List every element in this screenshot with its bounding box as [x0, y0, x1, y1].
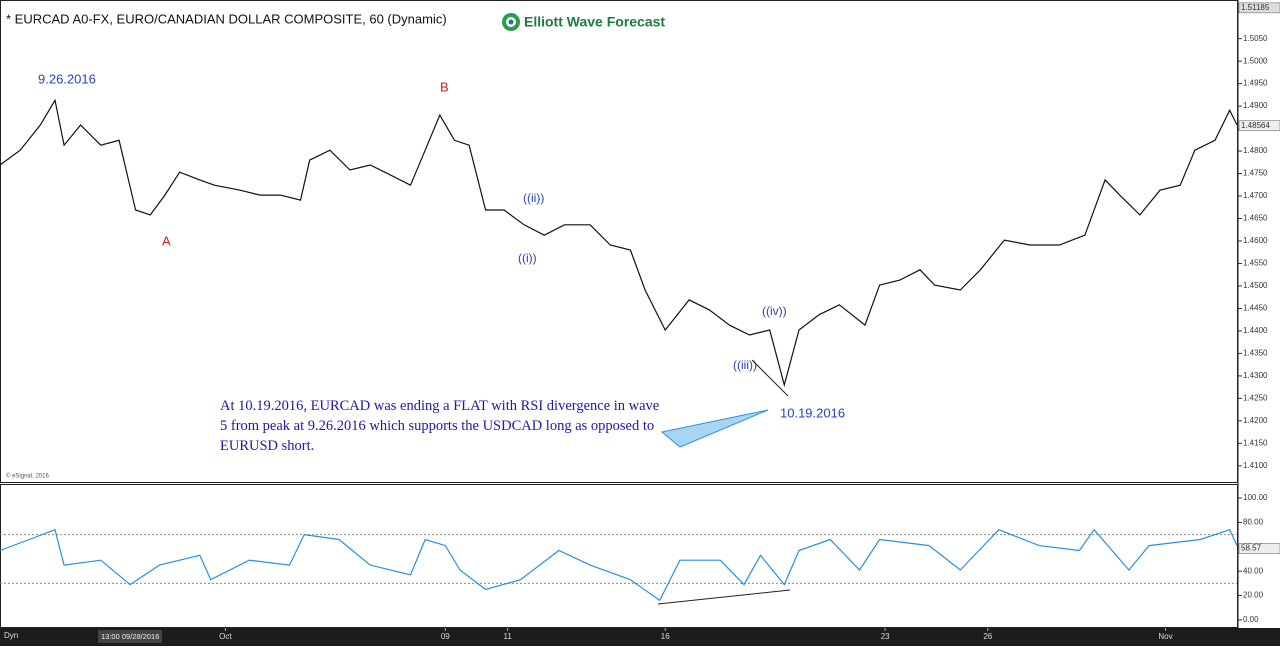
y-tick-label: 1.4650: [1243, 214, 1268, 223]
y-tick-label: 1.4200: [1243, 416, 1268, 425]
interval-label: Dyn: [4, 631, 18, 640]
y-tick-label: 1.4300: [1243, 371, 1268, 380]
y-tick-label: 40.00: [1243, 566, 1264, 575]
arrow-shape: [660, 409, 769, 448]
y-tick-label: 1.4350: [1243, 349, 1268, 358]
x-tick-label: Nov: [1158, 632, 1172, 641]
y-tick-label: 1.4400: [1243, 326, 1268, 335]
price-label: 58.57: [1241, 544, 1262, 553]
y-tick-label: 1.4500: [1243, 281, 1268, 290]
annotation: 10.19.2016: [780, 405, 845, 420]
annotation: ((iv)): [762, 304, 787, 318]
x-tick-label: 09: [441, 632, 450, 641]
axes: 1.4100 1.4150 1.4200 1.4250 1.4300 1.4350 1.44…: [1238, 2, 1280, 624]
y-tick-label: 1.4700: [1243, 191, 1268, 200]
wave-line: [751, 359, 789, 397]
y-tick-label: 1.4250: [1243, 393, 1268, 402]
y-tick-label: 20.00: [1243, 591, 1264, 600]
y-tick-label: 1.4100: [1243, 461, 1268, 470]
price-label: 1.51185: [1241, 3, 1270, 12]
price-label-box: [1238, 2, 1280, 14]
x-tick-label: 23: [881, 632, 890, 641]
y-tick-label: 1.4450: [1243, 304, 1268, 313]
y-tick-label: 100.00: [1243, 493, 1268, 502]
y-tick-label: 1.4900: [1243, 101, 1268, 110]
y-tick-label: 1.4600: [1243, 236, 1268, 245]
annotation: 9.26.2016: [38, 71, 96, 86]
x-axis-strip: [0, 628, 1280, 646]
y-tick-label: 1.4950: [1243, 79, 1268, 88]
price-label-box: [1238, 543, 1280, 554]
y-tick-label: 1.4800: [1243, 146, 1268, 155]
y-tick-label: 1.4150: [1243, 438, 1268, 447]
logo: [508, 19, 514, 25]
annotation: B: [440, 79, 449, 94]
x-tick-label: Oct: [219, 632, 232, 641]
annotation: ((i)): [518, 251, 537, 265]
annotation: A: [162, 233, 171, 248]
cursor-time-box: [98, 630, 162, 643]
divergence-line: [657, 589, 791, 605]
annotation: ((iii)): [733, 358, 757, 372]
annotation: ((ii)): [523, 191, 544, 205]
x-tick-label: 16: [661, 632, 670, 641]
y-tick-label: 1.4550: [1243, 259, 1268, 268]
y-tick-label: 1.5000: [1243, 56, 1268, 65]
copyright: © eSignal, 2016: [6, 473, 49, 480]
brand: Elliott Wave Forecast: [524, 14, 665, 30]
y-tick-label: 1.5050: [1243, 34, 1268, 43]
chart-title: * EURCAD A0-FX, EURO/CANADIAN DOLLAR COM…: [6, 11, 447, 26]
y-tick-label: 80.00: [1243, 518, 1264, 527]
annotation-note: At 10.19.2016, EURCAD was ending a FLAT …: [220, 398, 660, 454]
y-tick-label: 1.4750: [1243, 169, 1268, 178]
series-line: [0, 98, 1238, 388]
x-tick-label: 26: [983, 632, 992, 641]
cursor-time: 13:00 09/28/2016: [101, 632, 159, 641]
series-line: [0, 528, 1238, 602]
x-tick-label: 11: [503, 632, 512, 641]
price-label-box: [1238, 120, 1280, 131]
price-label: 1.48564: [1241, 121, 1270, 130]
y-tick-label: 0.00: [1243, 615, 1259, 624]
